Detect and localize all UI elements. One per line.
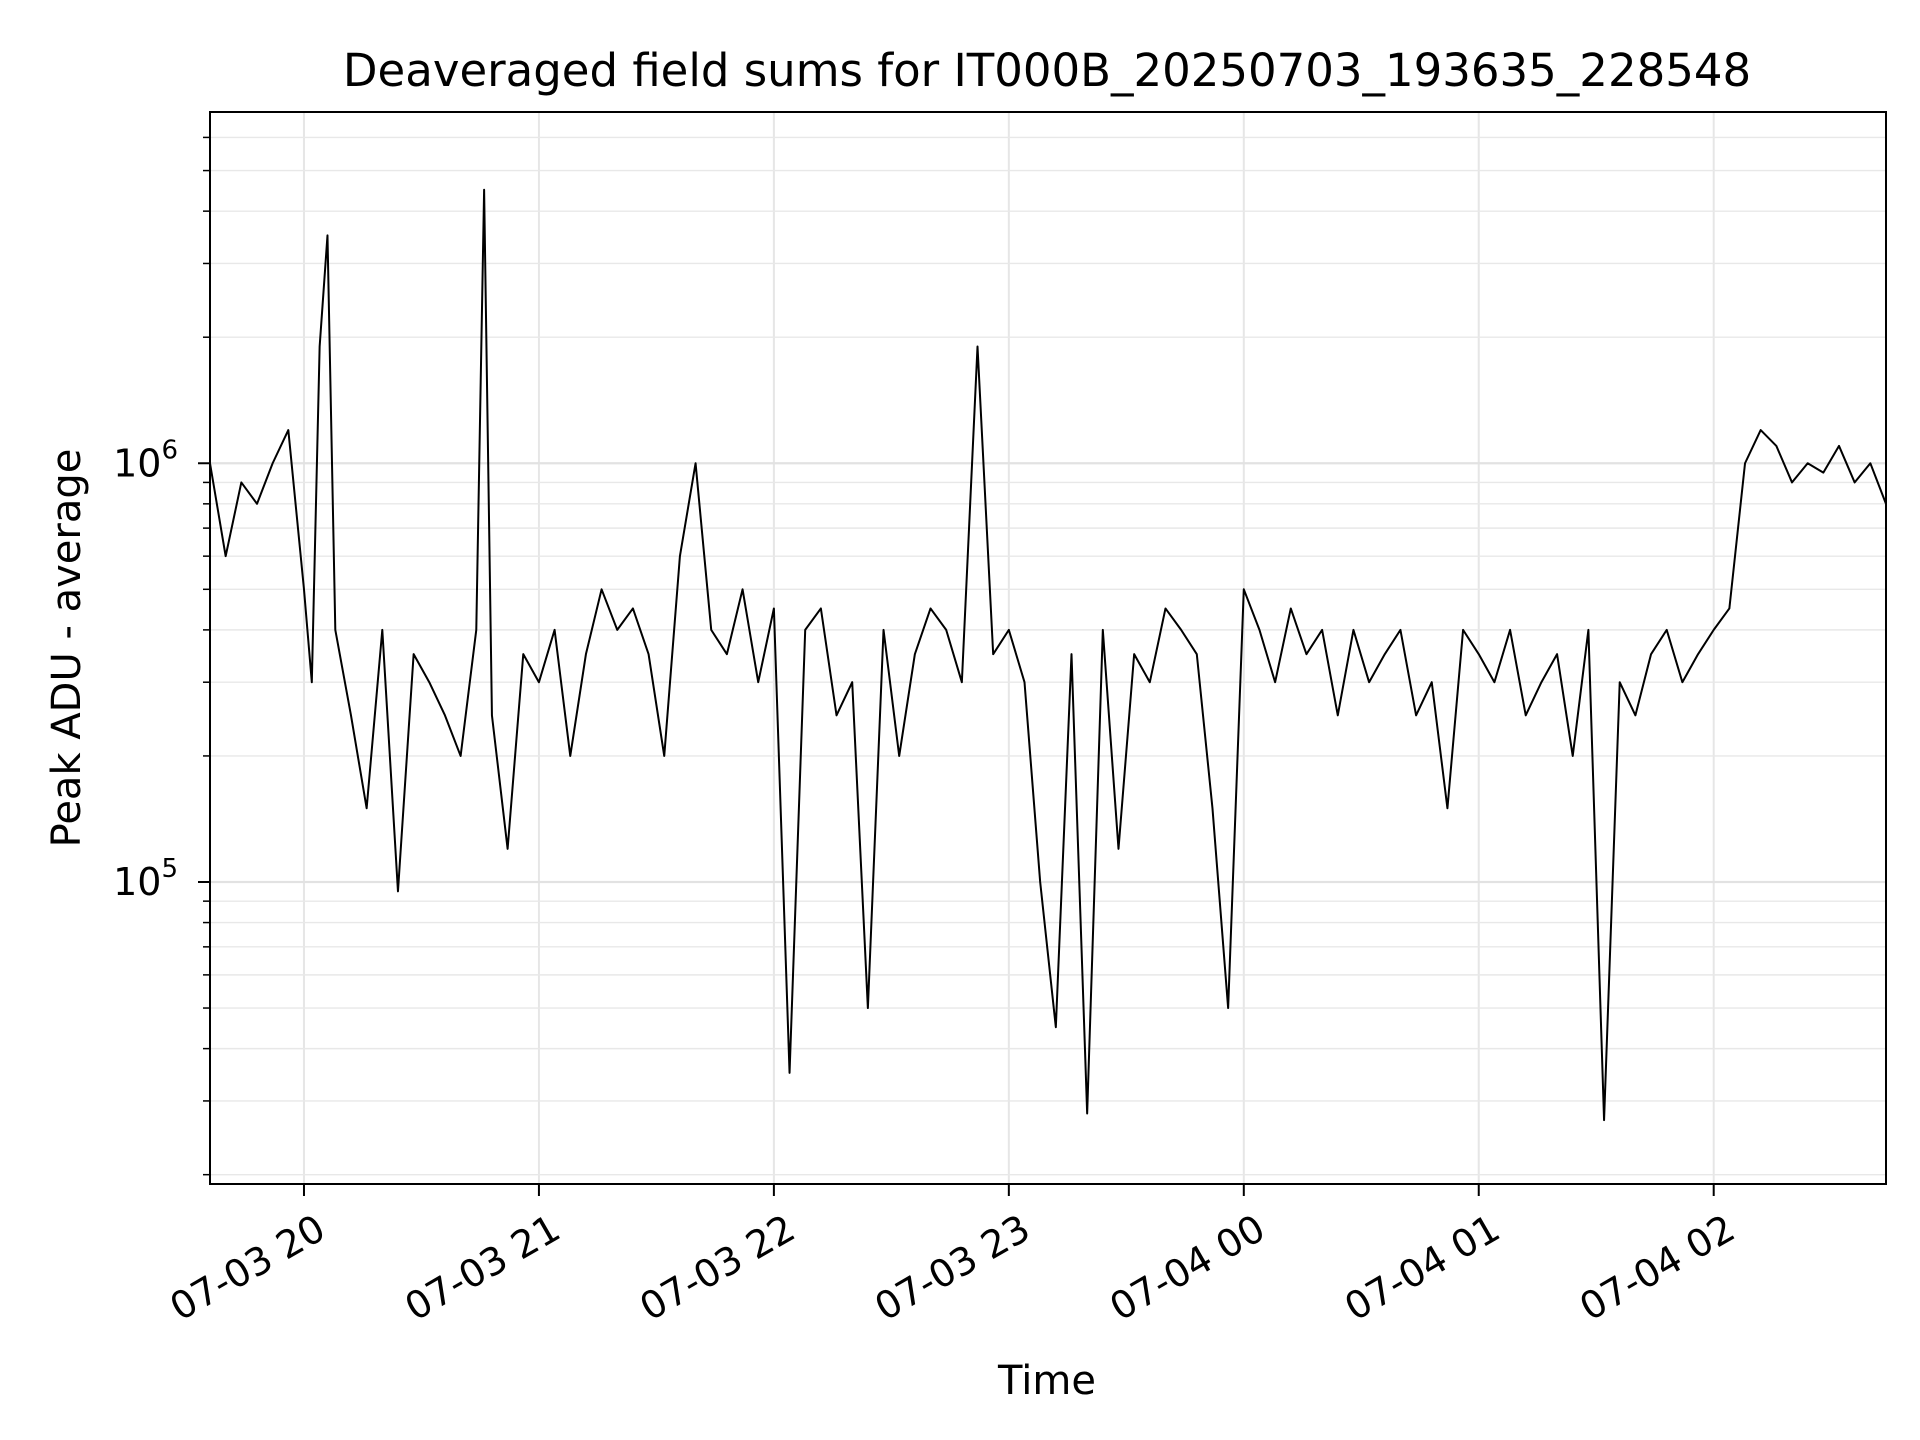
x-axis-label: Time — [997, 1358, 1096, 1404]
series-line — [209, 188, 1887, 1122]
y-tick-exponent: 6 — [161, 435, 178, 465]
series-layer — [209, 188, 1887, 1122]
chart-title: Deaveraged field sums for IT000B_2025070… — [343, 44, 1751, 97]
y-tick-label: 106 — [113, 435, 178, 485]
plot-frame — [209, 111, 1887, 1185]
y-axis-label: Peak ADU - average — [44, 449, 90, 848]
grid — [210, 112, 1886, 1184]
y-tick-exponent: 5 — [161, 854, 178, 884]
